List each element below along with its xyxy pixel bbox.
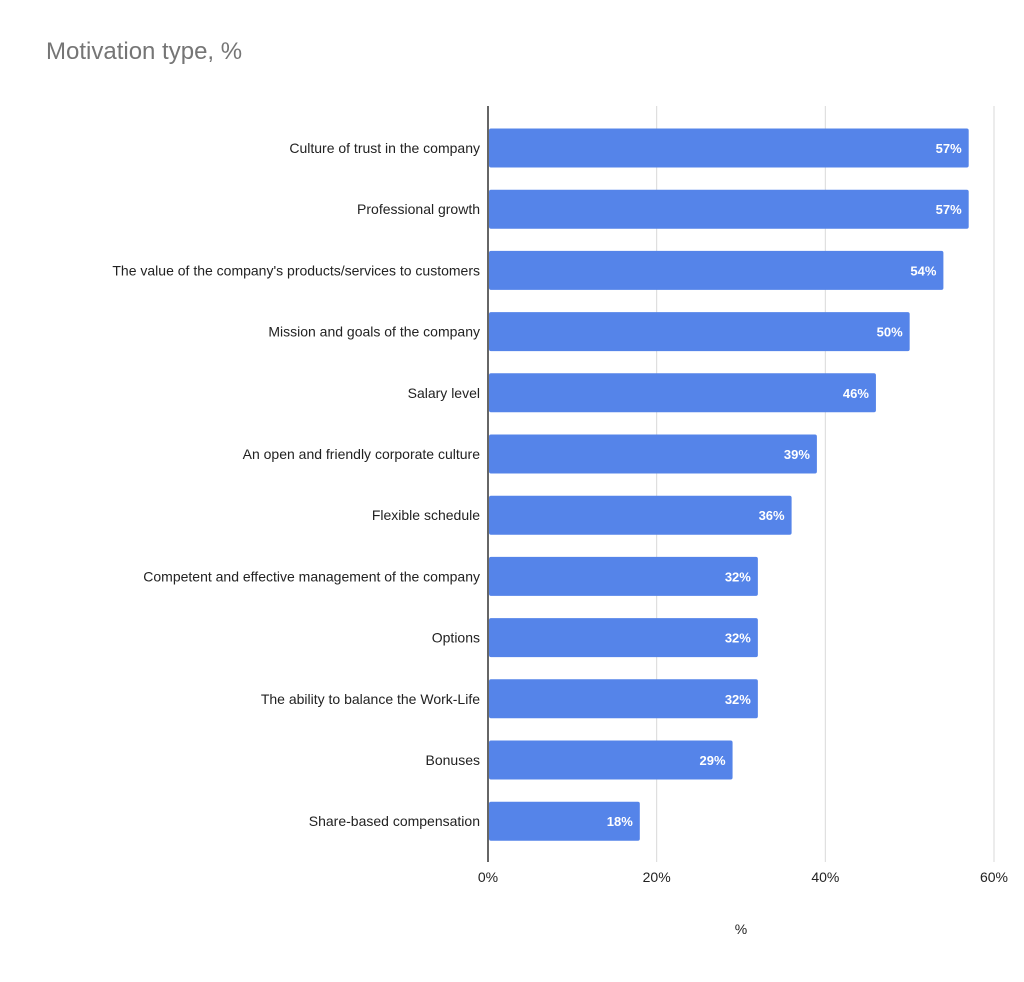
category-label: Salary level	[408, 385, 480, 401]
bar	[489, 679, 758, 719]
bar	[489, 495, 792, 535]
bars: 57% 57% 54% 50% 46% 39% 36% 32% 32% 32% 29% 18%	[489, 128, 969, 841]
data-label: 32%	[725, 569, 751, 584]
x-axis-ticks: 0% 20% 40% 60%	[478, 869, 1008, 885]
data-label: 57%	[936, 202, 962, 217]
bar	[489, 618, 758, 658]
data-label: 39%	[784, 447, 810, 462]
category-label: Options	[432, 630, 480, 646]
bar	[489, 128, 969, 168]
bar	[489, 250, 944, 290]
bar	[489, 556, 758, 596]
data-label: 50%	[877, 325, 903, 340]
x-tick-label: 20%	[643, 869, 671, 885]
bar	[489, 801, 640, 841]
data-label: 46%	[843, 386, 869, 401]
data-label: 57%	[936, 141, 962, 156]
category-label: Culture of trust in the company	[289, 140, 480, 156]
category-label: Bonuses	[426, 752, 480, 768]
x-tick-label: 0%	[478, 869, 498, 885]
category-label: Flexible schedule	[372, 507, 480, 523]
category-label: Mission and goals of the company	[268, 324, 480, 340]
bar	[489, 434, 817, 474]
data-label: 29%	[700, 753, 726, 768]
x-axis-title: %	[735, 921, 747, 937]
bar	[489, 740, 733, 780]
category-label: Professional growth	[357, 201, 480, 217]
data-label: 54%	[910, 263, 936, 278]
category-label: Competent and effective management of th…	[143, 568, 480, 584]
data-label: 18%	[607, 814, 633, 829]
category-label: Share-based compensation	[309, 813, 480, 829]
chart-title: Motivation type, %	[46, 38, 243, 65]
grid-lines	[487, 106, 995, 862]
bar	[489, 312, 910, 352]
bar	[489, 373, 876, 413]
x-tick-label: 60%	[980, 869, 1008, 885]
category-label: An open and friendly corporate culture	[243, 446, 481, 462]
data-label: 32%	[725, 692, 751, 707]
category-labels: Culture of trust in the company Professio…	[112, 140, 480, 829]
category-label: The ability to balance the Work-Life	[261, 691, 480, 707]
x-tick-label: 40%	[811, 869, 839, 885]
data-label: 36%	[759, 508, 785, 523]
data-label: 32%	[725, 631, 751, 646]
category-label: The value of the company's products/serv…	[112, 262, 480, 278]
bar	[489, 189, 969, 229]
